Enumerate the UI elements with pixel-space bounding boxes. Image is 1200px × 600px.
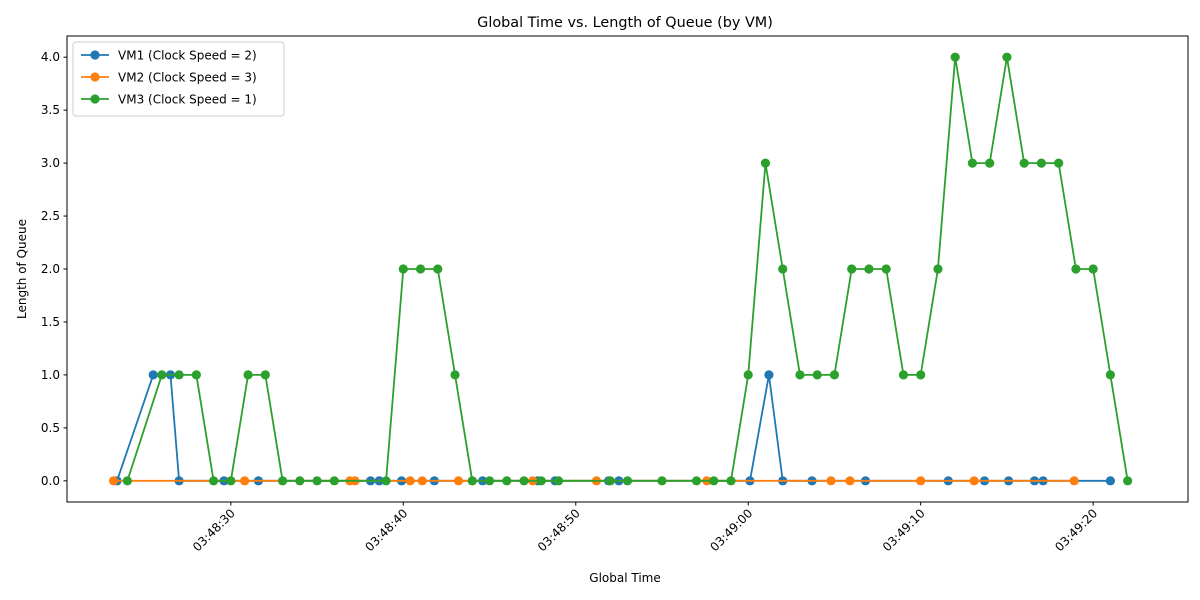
series-vm3	[122, 52, 1133, 486]
data-point	[709, 476, 719, 486]
data-point	[122, 476, 132, 486]
data-point	[605, 476, 615, 486]
y-tick-label: 0.0	[41, 474, 60, 488]
data-point	[157, 370, 167, 380]
data-point	[208, 476, 219, 486]
data-point	[277, 476, 288, 486]
legend-marker	[90, 94, 100, 104]
data-point	[226, 476, 236, 486]
data-point	[812, 370, 822, 380]
data-point	[536, 476, 546, 486]
data-point	[243, 370, 253, 380]
y-tick-label: 1.0	[41, 368, 60, 382]
data-point	[312, 476, 322, 486]
data-point	[1088, 264, 1098, 274]
data-point	[553, 476, 564, 486]
data-point	[1002, 52, 1012, 62]
data-point	[1069, 476, 1079, 486]
data-point	[778, 264, 788, 274]
data-point	[329, 476, 339, 486]
legend-label: VM2 (Clock Speed = 3)	[118, 71, 257, 85]
legend-item-vm2: VM2 (Clock Speed = 3)	[81, 71, 257, 85]
data-point	[826, 476, 836, 486]
data-point	[743, 370, 753, 380]
data-point	[1019, 158, 1029, 168]
legend: VM1 (Clock Speed = 2) VM2 (Clock Speed = …	[72, 41, 285, 117]
data-point	[1123, 476, 1133, 486]
data-point	[148, 370, 158, 380]
data-point	[502, 476, 512, 486]
data-point	[985, 158, 995, 168]
x-axis-title: Global Time	[589, 571, 660, 585]
data-point	[829, 370, 840, 380]
data-point	[1105, 370, 1115, 380]
data-point	[417, 476, 427, 486]
series-line	[126, 56, 1129, 482]
data-point	[760, 158, 771, 168]
data-point	[295, 476, 305, 486]
data-point	[405, 476, 415, 486]
data-point	[174, 370, 184, 380]
data-point	[1054, 158, 1064, 168]
data-point	[433, 264, 443, 274]
legend-item-vm3: VM3 (Clock Speed = 1)	[81, 93, 257, 107]
data-point	[191, 370, 201, 380]
data-point	[108, 476, 119, 486]
data-point	[467, 476, 477, 486]
y-tick-label: 3.0	[41, 156, 60, 170]
data-point	[969, 476, 979, 486]
data-point	[898, 370, 909, 380]
legend-marker	[90, 50, 100, 60]
data-point	[726, 476, 736, 486]
y-tick-label: 2.0	[41, 262, 60, 276]
legend-item-vm1: VM1 (Clock Speed = 2)	[81, 49, 257, 63]
data-point	[260, 370, 270, 380]
data-point	[622, 476, 633, 486]
y-tick-label: 3.5	[41, 103, 60, 117]
data-point	[847, 264, 857, 274]
data-point	[240, 476, 250, 486]
legend-marker	[90, 72, 100, 82]
data-point	[453, 476, 464, 486]
data-point	[1105, 476, 1115, 486]
data-point	[881, 264, 891, 274]
data-point	[933, 264, 943, 274]
data-point	[845, 476, 855, 486]
data-point	[657, 476, 667, 486]
data-point	[1071, 264, 1081, 274]
data-point	[484, 476, 495, 486]
data-point	[916, 476, 926, 486]
data-point	[950, 52, 960, 62]
data-point	[795, 370, 805, 380]
y-tick-label: 0.5	[41, 421, 60, 435]
data-point	[764, 370, 774, 380]
data-point	[864, 264, 874, 274]
series-layer	[108, 52, 1133, 486]
y-tick-label: 1.5	[41, 315, 60, 329]
chart-title: Global Time vs. Length of Queue (by VM)	[477, 15, 773, 31]
data-point	[691, 476, 702, 486]
y-tick-label: 2.5	[41, 209, 60, 223]
legend-label: VM3 (Clock Speed = 1)	[118, 93, 257, 107]
data-point	[450, 370, 460, 380]
data-point	[916, 370, 926, 380]
data-point	[398, 264, 408, 274]
y-axis: 0.0 0.5 1.0 1.5 2.0 2.5 3.0 3.5 4.0	[41, 50, 67, 488]
y-axis-title: Length of Queue	[15, 219, 29, 319]
data-point	[1036, 158, 1047, 168]
legend-frame	[72, 41, 285, 117]
data-point	[381, 476, 391, 486]
data-point	[519, 476, 529, 486]
data-point	[415, 264, 426, 274]
data-point	[967, 158, 978, 168]
legend-label: VM1 (Clock Speed = 2)	[118, 49, 257, 63]
y-tick-label: 4.0	[41, 50, 60, 64]
